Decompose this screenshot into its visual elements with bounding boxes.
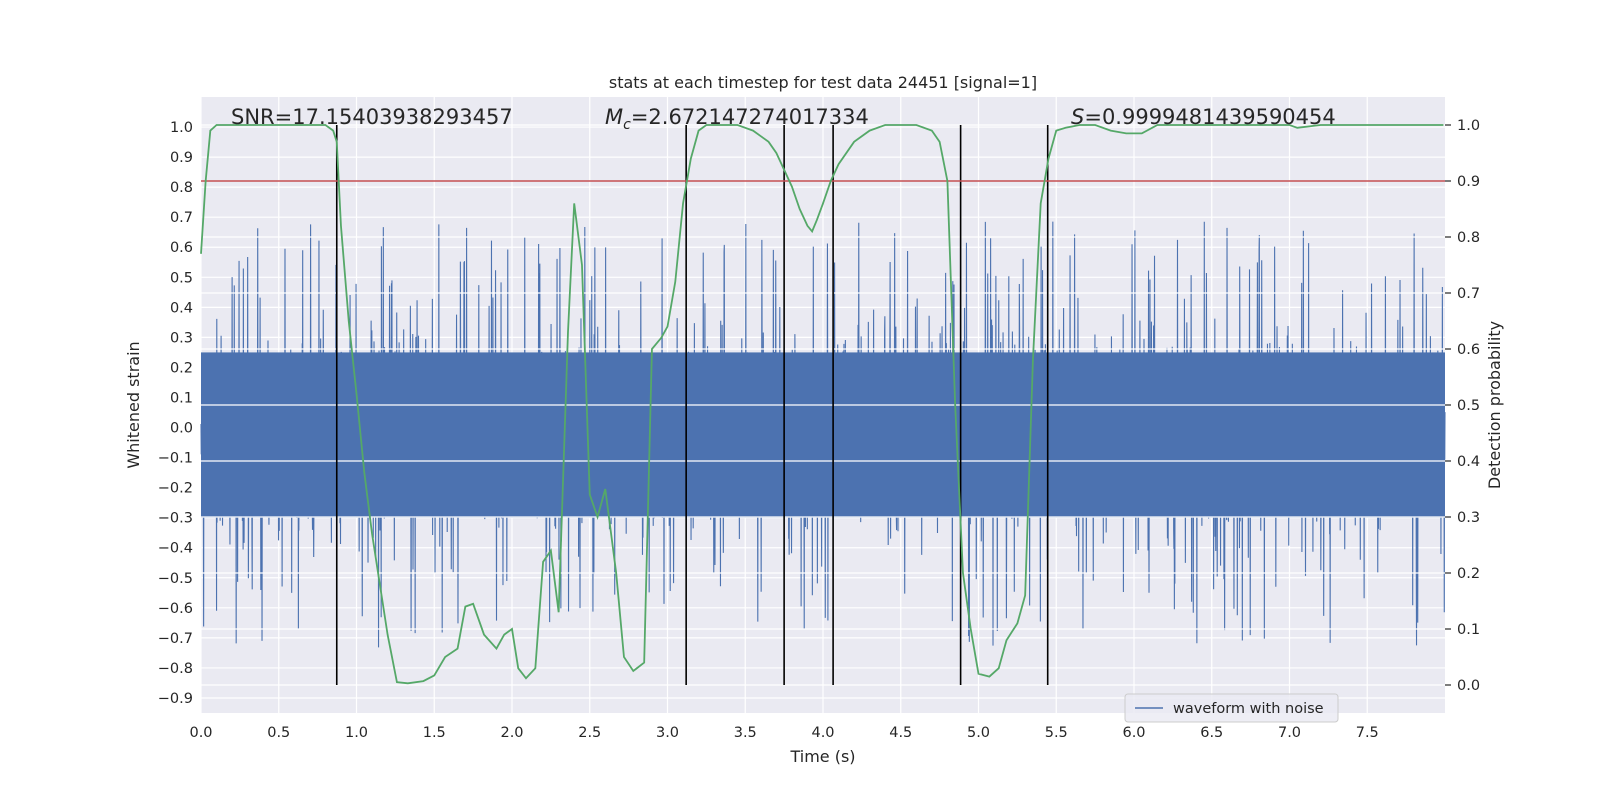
y-tick-label: −0.1 xyxy=(158,451,193,467)
x-tick-label: 7.5 xyxy=(1356,725,1379,741)
x-tick-label: 7.0 xyxy=(1278,725,1301,741)
y-tick-label: 0.7 xyxy=(170,210,193,226)
y2-tick-label: 0.7 xyxy=(1457,286,1480,302)
chirp-mass-subscript: c xyxy=(623,117,631,133)
y-tick-label: 0.1 xyxy=(170,390,193,406)
y-tick-label: 1.0 xyxy=(170,120,193,136)
y2-tick-label: 0.1 xyxy=(1457,622,1480,638)
y-tick-label: 0.2 xyxy=(170,360,193,376)
x-tick-label: 3.0 xyxy=(656,725,679,741)
y2-axis-label: Detection probability xyxy=(1485,321,1504,489)
x-tick-label: 1.0 xyxy=(345,725,368,741)
chart-title: stats at each timestep for test data 244… xyxy=(609,73,1037,92)
legend-box xyxy=(1124,693,1339,723)
y-tick-label: 0.5 xyxy=(170,270,193,286)
vertical-markers xyxy=(335,125,1049,685)
x-tick-label: 1.5 xyxy=(423,725,446,741)
x-tick-label: 4.5 xyxy=(889,725,912,741)
y2-tick-label: 0.8 xyxy=(1457,230,1480,246)
waveform-series xyxy=(200,221,1446,648)
x-tick-label: 5.0 xyxy=(967,725,990,741)
y-tick-label: 0.9 xyxy=(170,150,193,166)
probability-line xyxy=(200,124,1444,685)
y-tick-label: 0.3 xyxy=(170,330,193,346)
x-tick-label: 2.5 xyxy=(578,725,601,741)
y2-tick-label: 0.6 xyxy=(1457,342,1480,358)
x-tick-label: 3.5 xyxy=(734,725,757,741)
probability-series xyxy=(200,124,1444,685)
x-tick-label: 2.0 xyxy=(500,725,523,741)
chirp-mass-value: =2.672147274017334 xyxy=(631,105,869,129)
y-tick-label: −0.4 xyxy=(158,541,193,557)
waveform-core-band xyxy=(201,352,1445,518)
y-tick-label: 0.6 xyxy=(170,240,193,256)
y-tick-label: −0.6 xyxy=(158,601,193,617)
y2-tick-label: 0.5 xyxy=(1457,398,1480,414)
x-tick-label: 5.5 xyxy=(1045,725,1068,741)
y2-tick-label: 0.2 xyxy=(1457,566,1480,582)
chirp-mass-annotation: Mc=2.672147274017334 xyxy=(605,105,869,133)
x-axis-label: Time (s) xyxy=(789,747,855,766)
annotations: SNR=17.15403938293457 Mc=2.6721472740173… xyxy=(231,105,1336,133)
axis-ticks: 0.0 0.5 1.0 1.5 2.0 2.5 3.0 3.5 4.0 4.5 5.0 5.5 6.0 6… xyxy=(158,118,1480,741)
legend-entry-waveform: waveform with noise xyxy=(1173,701,1324,717)
y-tick-label: 0.0 xyxy=(170,421,193,437)
y2-tick-label: 1.0 xyxy=(1457,118,1480,134)
snr-annotation: SNR=17.15403938293457 xyxy=(231,105,513,129)
x-tick-label: 0.5 xyxy=(267,725,290,741)
plot-area xyxy=(200,97,1446,713)
y-axis-label: Whitened strain xyxy=(124,341,143,468)
y-tick-label: −0.7 xyxy=(158,631,193,647)
x-tick-label: 6.0 xyxy=(1122,725,1145,741)
spin-annotation: S=0.9999481439590454 xyxy=(1071,105,1336,129)
chirp-mass-symbol: M xyxy=(605,105,623,129)
y2-tick-label: 0.0 xyxy=(1457,678,1480,694)
spin-symbol: S xyxy=(1071,105,1084,129)
y-tick-label: 0.4 xyxy=(170,300,193,316)
legend: waveform with noise xyxy=(1124,693,1339,723)
y-tick-label: −0.8 xyxy=(158,661,193,677)
spin-value: =0.9999481439590454 xyxy=(1084,105,1335,129)
x-tick-label: 4.0 xyxy=(811,725,834,741)
y2-tick-label: 0.9 xyxy=(1457,174,1480,190)
y-tick-label: −0.5 xyxy=(158,571,193,587)
x-tick-label: 6.5 xyxy=(1200,725,1223,741)
y-tick-label: 0.8 xyxy=(170,180,193,196)
y2-tick-label: 0.3 xyxy=(1457,510,1480,526)
y-tick-label: −0.2 xyxy=(158,481,193,497)
x-tick-label: 0.0 xyxy=(189,725,212,741)
y-tick-label: −0.3 xyxy=(158,511,193,527)
y-tick-label: −0.9 xyxy=(158,691,193,707)
y2-tick-label: 0.4 xyxy=(1457,454,1480,470)
